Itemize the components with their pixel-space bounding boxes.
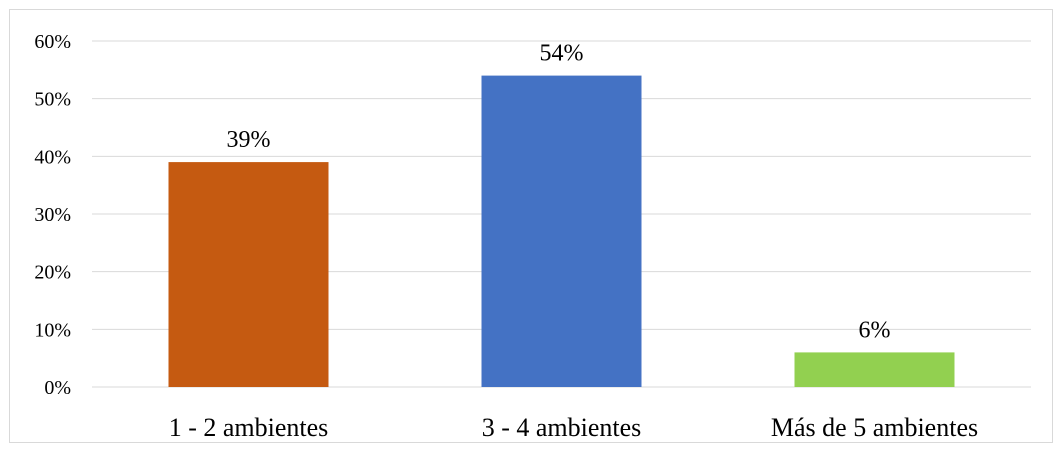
bar [168,162,329,387]
data-label: 39% [227,127,271,153]
x-category-label: Más de 5 ambientes [771,413,978,442]
bar [481,75,642,387]
x-axis-category-labels: 1 - 2 ambientes 3 - 4 ambientes Más de 5 a… [169,413,978,442]
x-category-label: 1 - 2 ambientes [169,413,329,442]
y-tick-label: 20% [34,262,71,284]
bars [168,75,955,387]
x-category-label: 3 - 4 ambientes [482,413,642,442]
data-label: 54% [540,41,584,67]
data-labels: 39% 54% 6% [227,41,891,344]
y-tick-label: 40% [34,146,71,168]
y-tick-label: 60% [34,31,71,53]
y-axis-tick-labels: 0% 10% 20% 30% 40% 50% 60% [34,31,71,399]
y-tick-label: 0% [44,377,71,399]
data-label: 6% [859,317,891,343]
y-tick-label: 30% [34,204,71,226]
y-tick-label: 10% [34,319,71,341]
y-tick-label: 50% [34,89,71,111]
bar [794,352,955,387]
